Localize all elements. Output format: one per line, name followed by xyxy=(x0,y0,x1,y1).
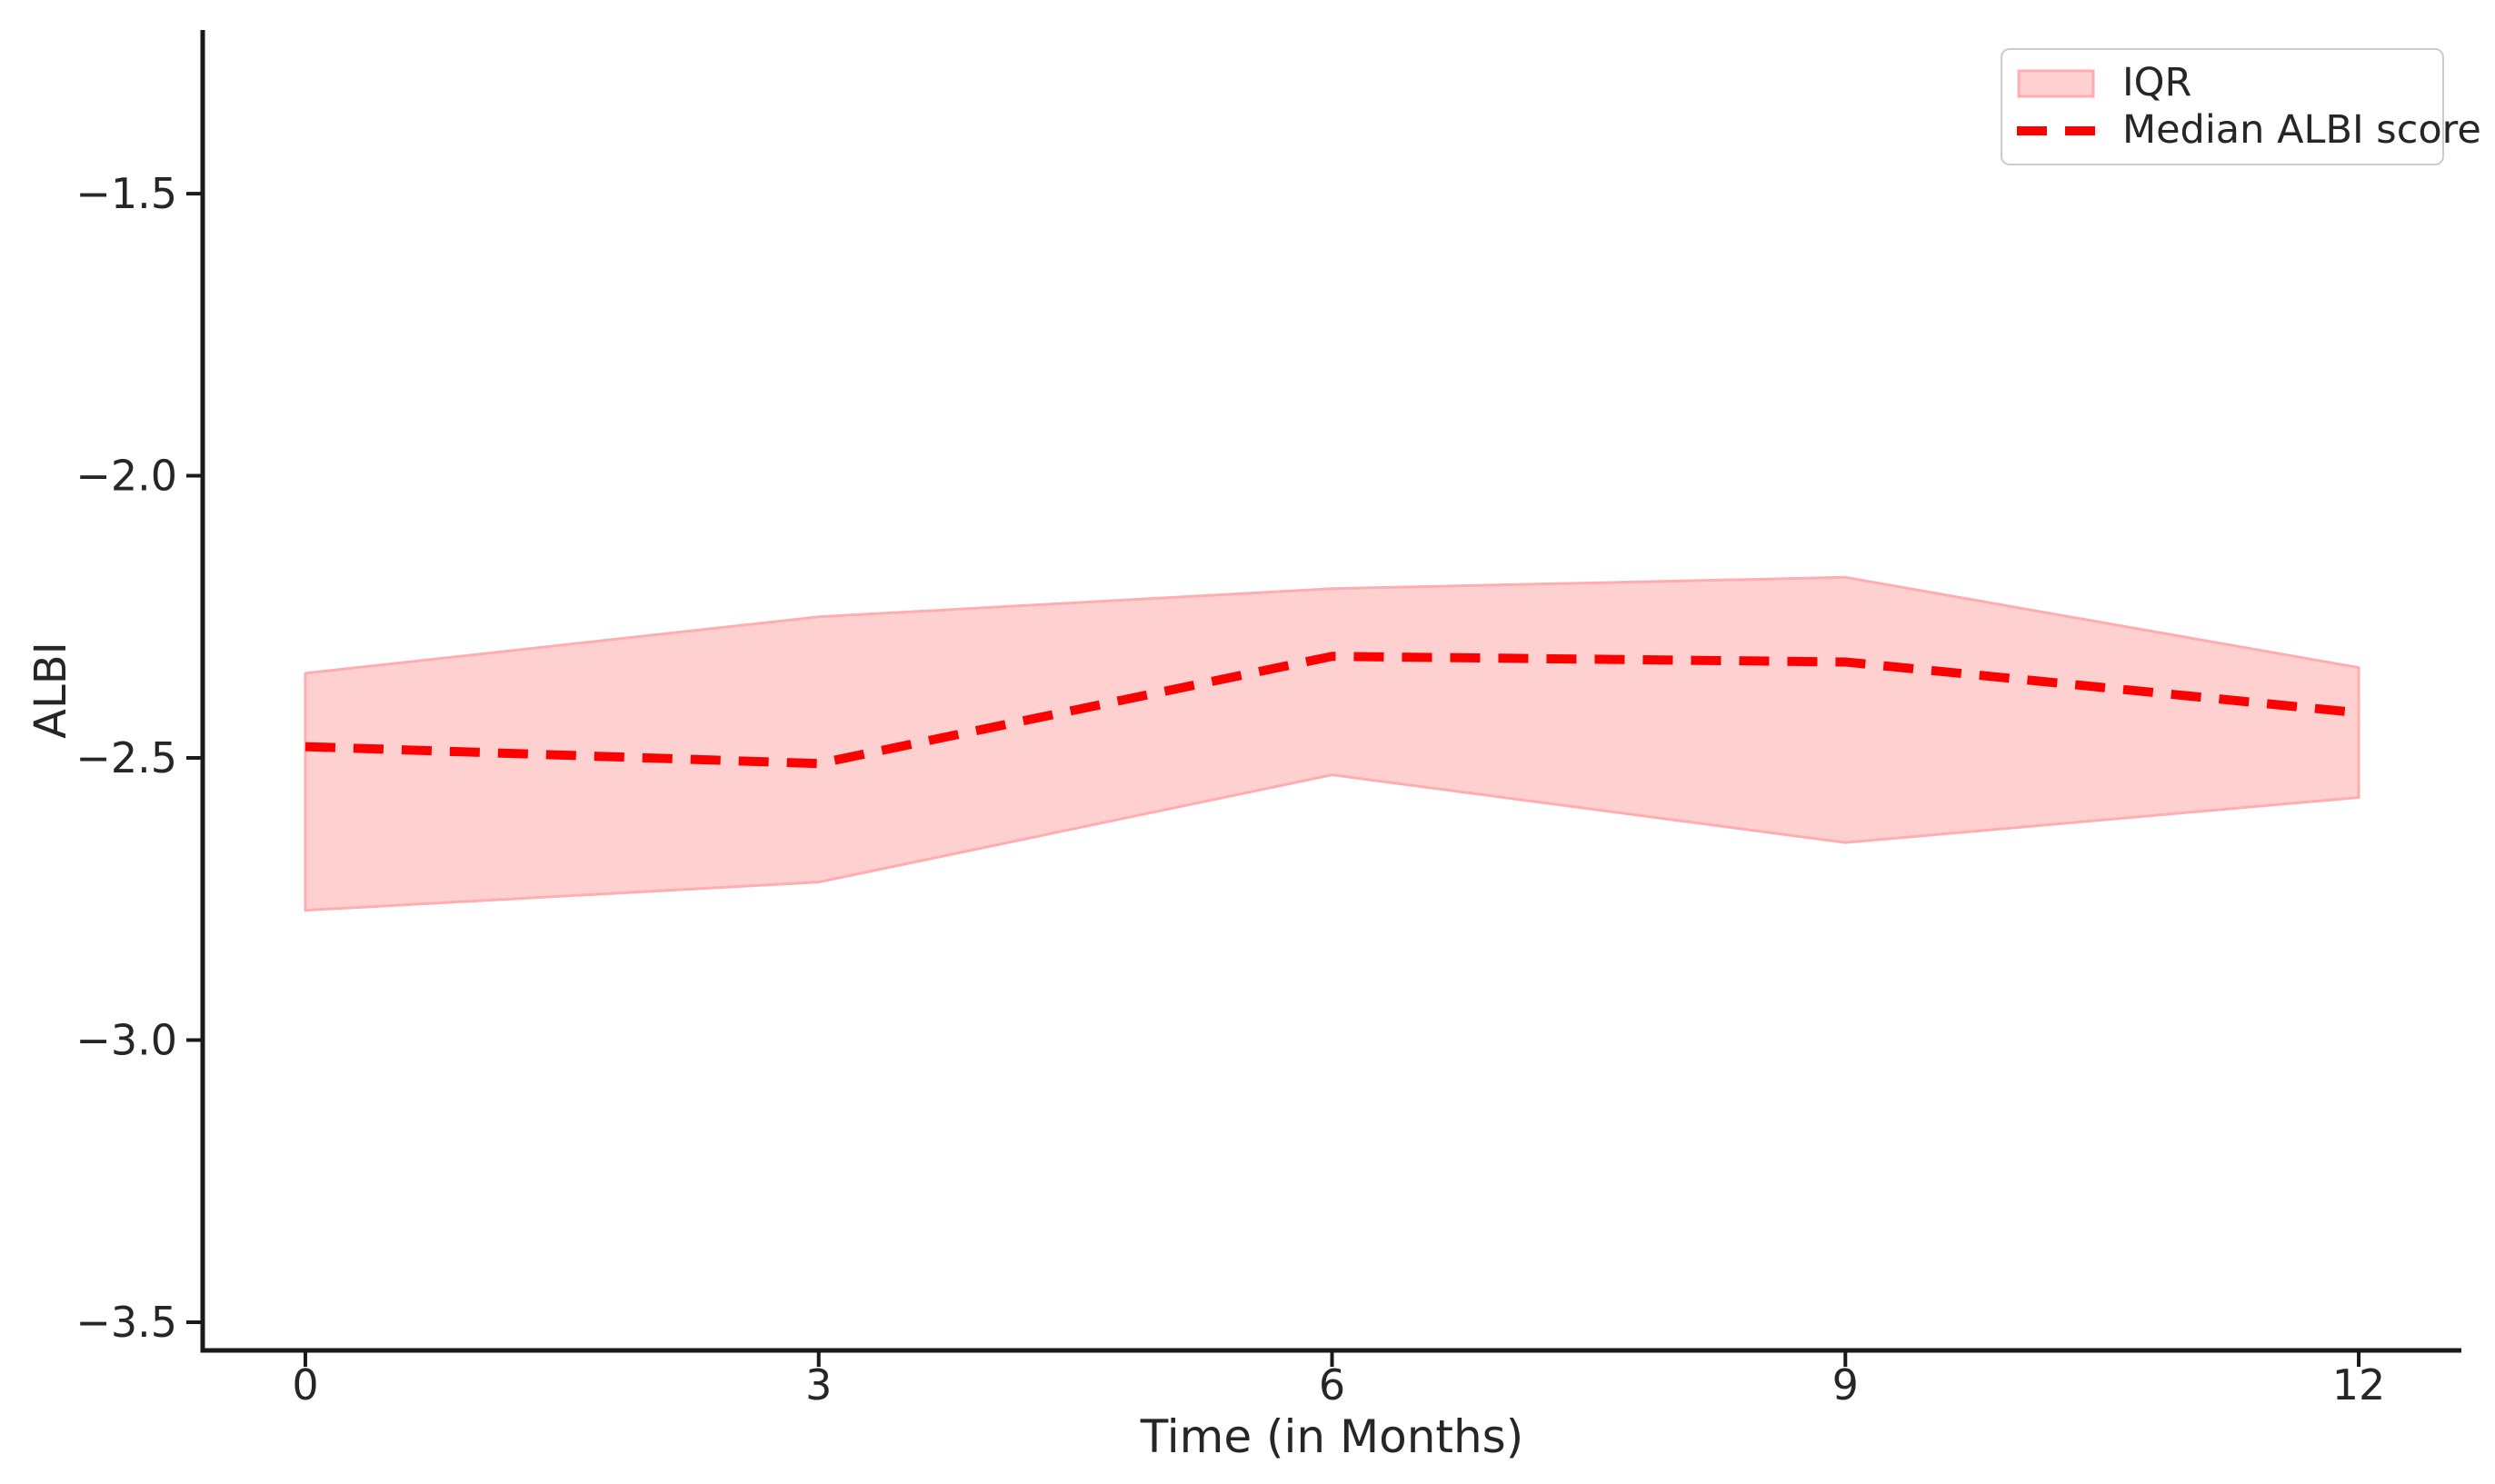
median-dash-swatch xyxy=(2017,125,2095,136)
legend-item-median: Median ALBI score xyxy=(2017,111,2481,150)
median-line xyxy=(304,652,2360,769)
x-tick-label: 12 xyxy=(2332,1360,2386,1409)
iqr-band xyxy=(304,575,2360,912)
iqr-patch-swatch xyxy=(2017,69,2095,98)
y-tick-label: −2.0 xyxy=(75,452,177,501)
y-tick-label: −2.5 xyxy=(75,733,177,782)
legend: IQR Median ALBI score xyxy=(2001,48,2481,165)
legend-label-median: Median ALBI score xyxy=(2122,107,2481,153)
x-axis-label: Time (in Months) xyxy=(1140,1410,1524,1463)
x-tick-label: 3 xyxy=(805,1360,832,1409)
y-tick-label: −1.5 xyxy=(75,169,177,218)
x-tick-label: 6 xyxy=(1319,1360,1345,1409)
x-tick-label: 9 xyxy=(1832,1360,1859,1409)
y-tick-label: −3.5 xyxy=(75,1298,177,1347)
x-tick-label: 0 xyxy=(292,1360,318,1409)
legend-label-iqr: IQR xyxy=(2122,60,2192,105)
y-axis-label: ALBI xyxy=(25,642,76,739)
legend-item-iqr: IQR xyxy=(2017,64,2428,103)
y-tick-label: −3.0 xyxy=(75,1015,177,1064)
